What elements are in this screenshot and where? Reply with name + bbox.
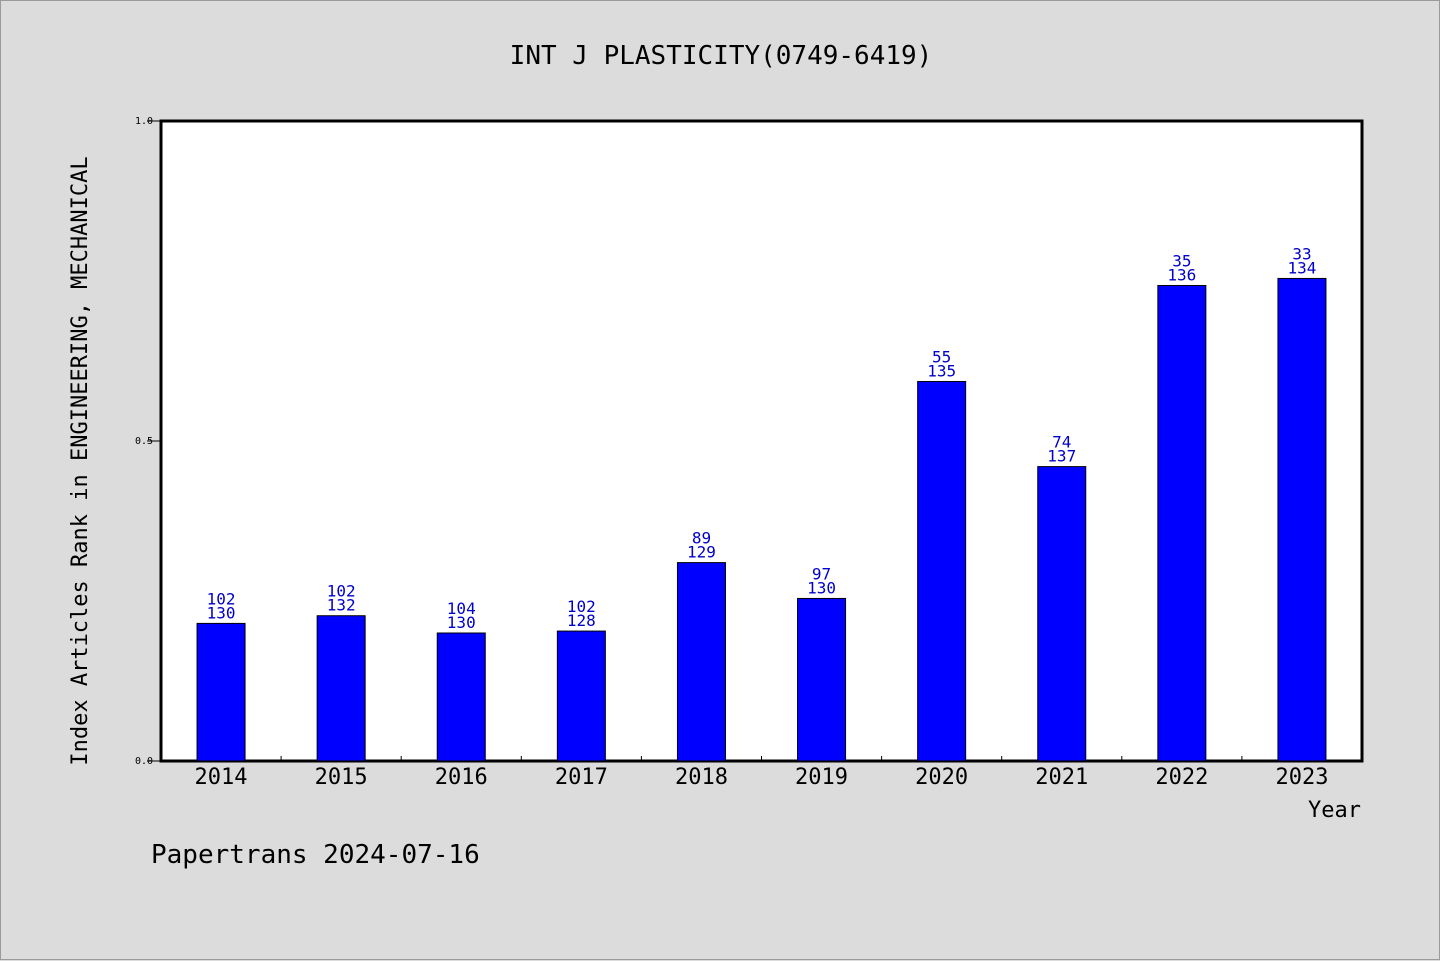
y-tick-label: 0.5 <box>135 436 153 447</box>
bar <box>436 632 486 762</box>
x-tick-label: 2014 <box>195 765 248 790</box>
bar-series <box>196 277 1327 762</box>
x-tick-label: 2019 <box>795 765 848 790</box>
bar-rank-label: 97 <box>812 564 831 583</box>
bar <box>797 597 847 762</box>
bar-rank-label: 33 <box>1292 244 1311 263</box>
bar <box>1157 284 1207 762</box>
bar-rank-label: 74 <box>1052 433 1071 452</box>
y-axis: 0.0 0.5 1.0 <box>135 116 161 767</box>
bar <box>917 380 967 762</box>
bar-rank-label: 102 <box>327 582 356 601</box>
x-axis-label: Year <box>1308 798 1361 823</box>
bar-total-label: 128 <box>567 611 596 630</box>
bar-total-label: 130 <box>447 613 476 632</box>
bar-rank-label: 102 <box>567 597 596 616</box>
bar-rank-label: 104 <box>447 599 476 618</box>
bar <box>676 562 726 762</box>
x-tick-label: 2020 <box>915 765 968 790</box>
bar-total-label: 136 <box>1167 265 1196 284</box>
x-axis: 2014 2015 2016 2017 2018 2019 2020 2021 2022 2023 <box>195 756 1328 790</box>
footer-credit: Papertrans 2024-07-16 <box>151 840 480 870</box>
bar-total-label: 135 <box>927 361 956 380</box>
y-axis-label: Index Articles Rank in ENGINEERING, MECH… <box>68 156 93 765</box>
y-tick-label: 0.0 <box>135 756 153 767</box>
x-tick-label: 2016 <box>435 765 488 790</box>
x-tick-label: 2017 <box>555 765 608 790</box>
bar-rank-label: 55 <box>932 347 951 366</box>
bar <box>556 630 606 762</box>
x-tick-label: 2023 <box>1275 765 1328 790</box>
bar-rank-label: 102 <box>207 589 236 608</box>
x-tick-label: 2022 <box>1155 765 1208 790</box>
bar-total-label: 130 <box>207 603 236 622</box>
x-tick-label: 2015 <box>315 765 368 790</box>
bar-rank-label: 35 <box>1172 251 1191 270</box>
y-tick-label: 1.0 <box>135 116 153 127</box>
bar-total-label: 134 <box>1287 258 1316 277</box>
chart-title: INT J PLASTICITY(0749-6419) <box>510 41 933 71</box>
bar-total-label: 132 <box>327 596 356 615</box>
x-tick-label: 2021 <box>1035 765 1088 790</box>
bar <box>1037 466 1087 762</box>
x-tick-label: 2018 <box>675 765 728 790</box>
bar <box>1277 277 1327 762</box>
bar-total-label: 137 <box>1047 447 1076 466</box>
bar <box>316 615 366 762</box>
bar <box>196 622 246 762</box>
bar-total-label: 130 <box>807 578 836 597</box>
bar-total-label: 129 <box>687 543 716 562</box>
bar-rank-label: 89 <box>692 529 711 548</box>
